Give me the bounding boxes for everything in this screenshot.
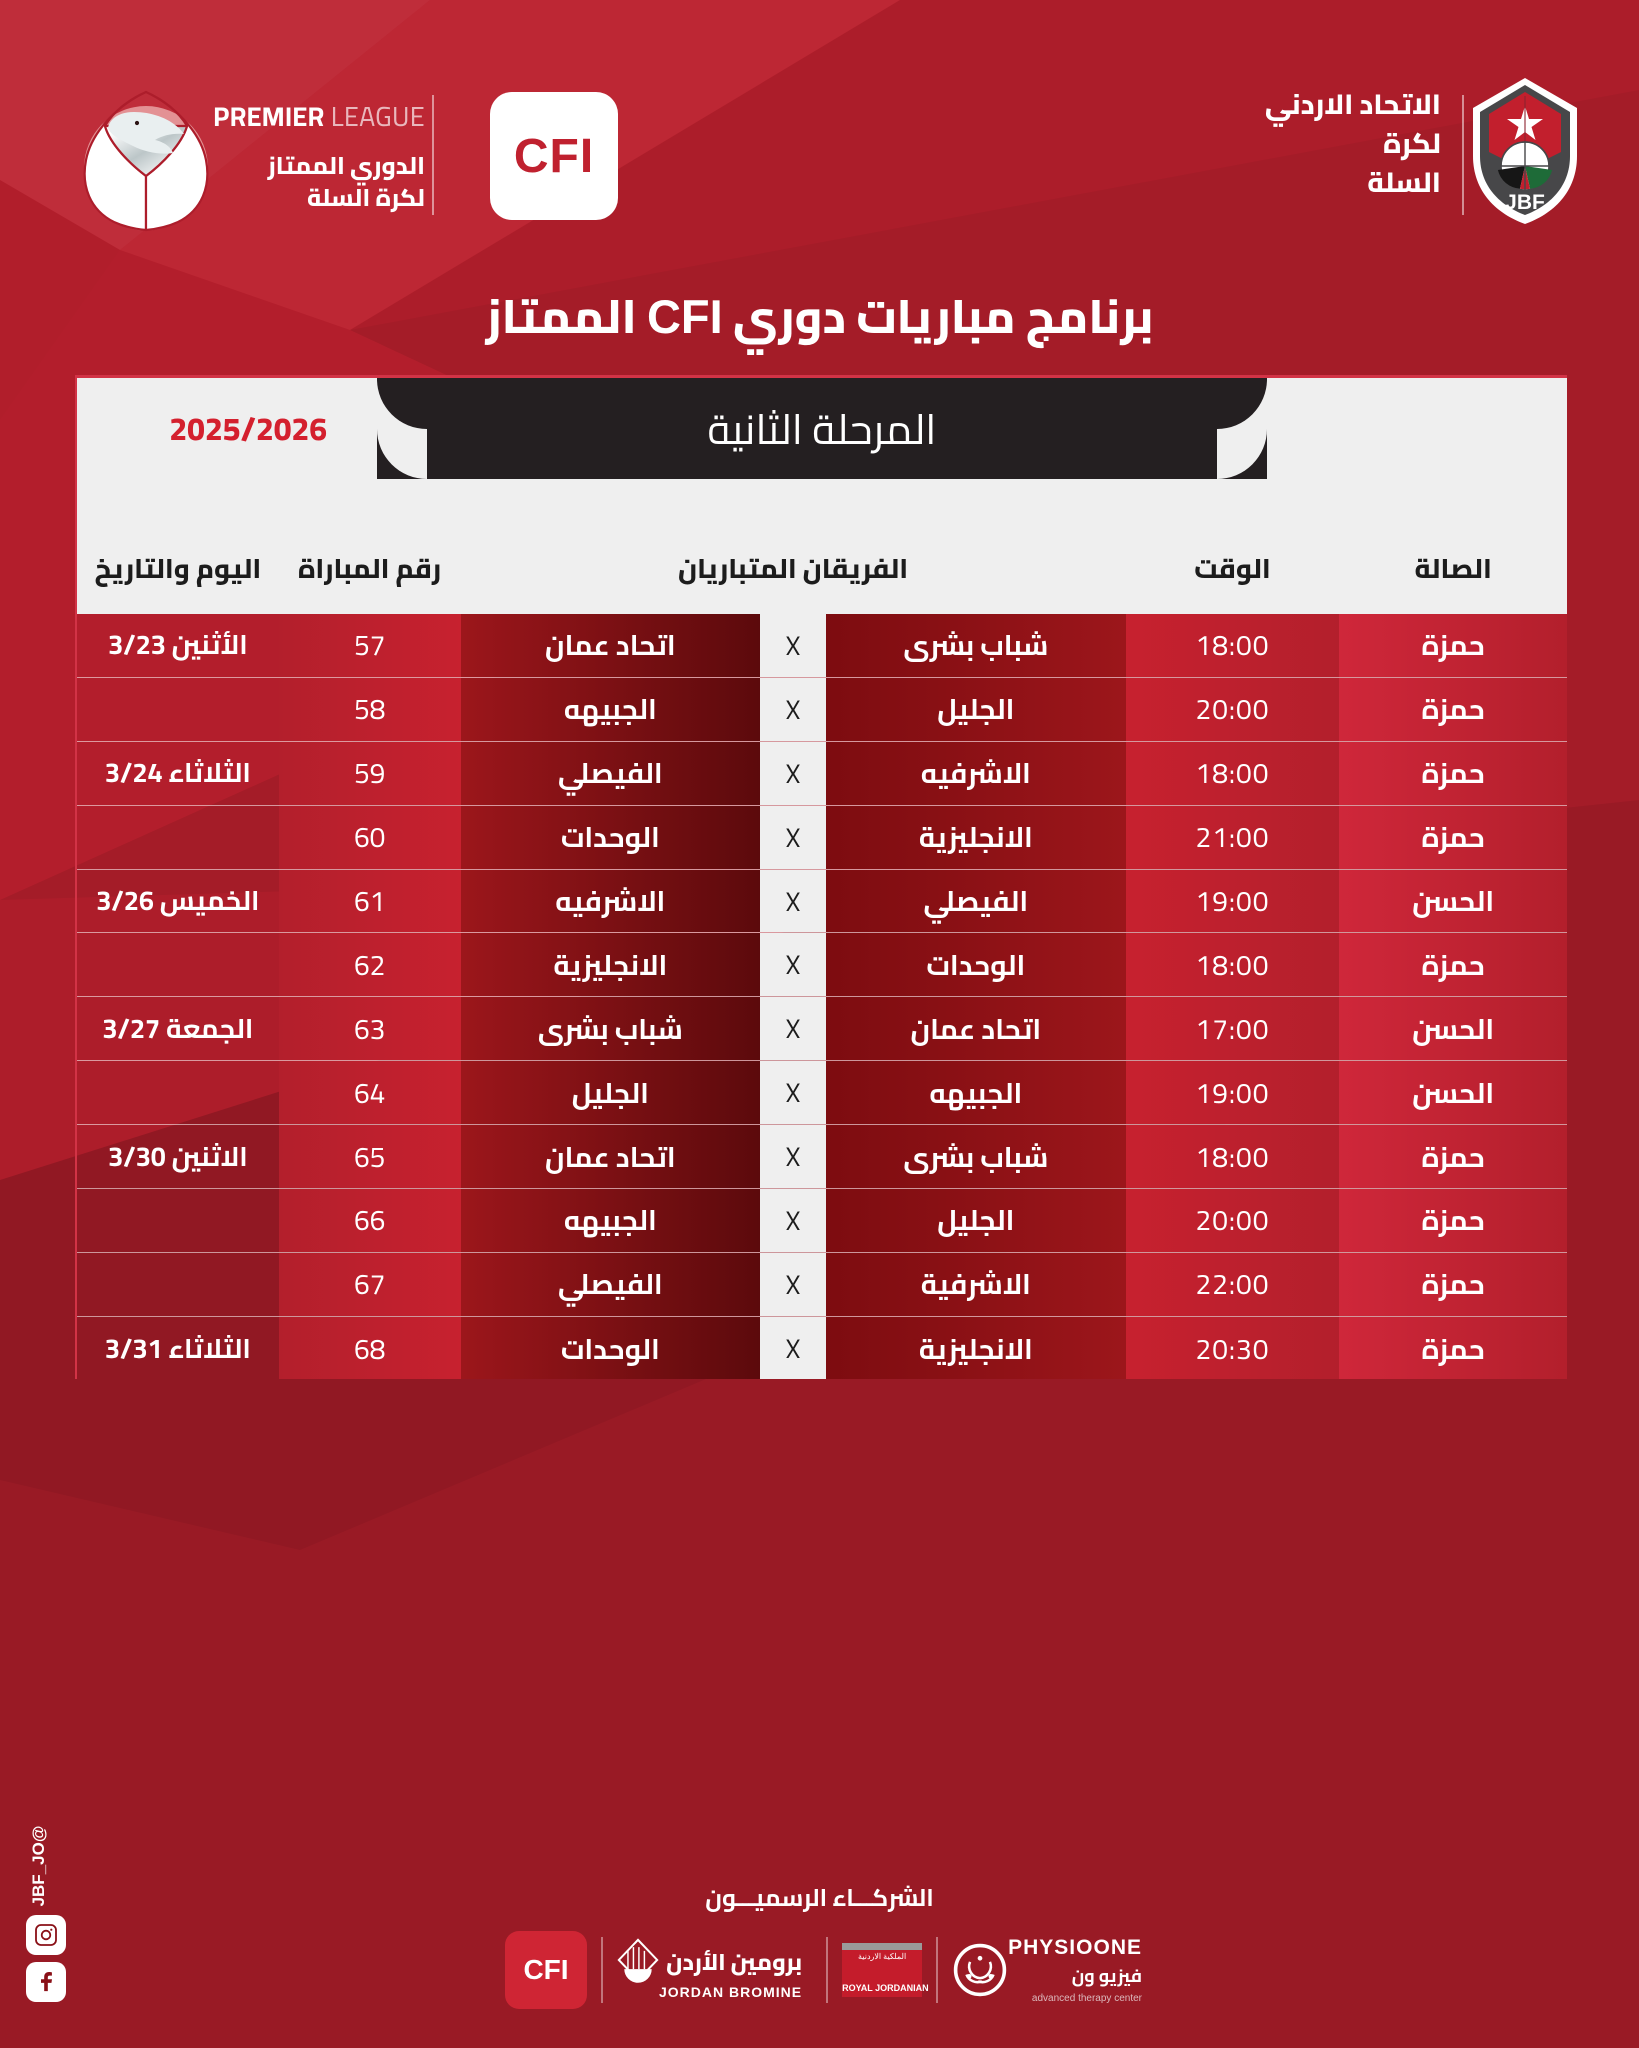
svg-text:JBF: JBF — [1505, 191, 1545, 214]
